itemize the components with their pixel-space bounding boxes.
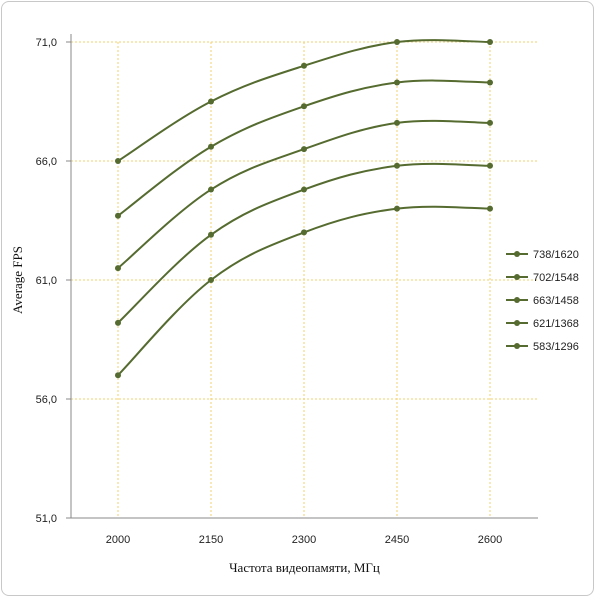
data-point bbox=[487, 39, 493, 45]
data-point bbox=[301, 103, 307, 110]
legend-marker bbox=[514, 251, 520, 257]
legend-label: 702/1548 bbox=[533, 272, 579, 284]
legend-label: 663/1458 bbox=[533, 295, 579, 307]
y-tick-label: 66,0 bbox=[36, 156, 57, 168]
legend-marker bbox=[514, 297, 520, 303]
y-tick-label: 56,0 bbox=[36, 394, 57, 406]
legend: 738/1620 702/1548 663/1458 621/1368 583/1296 bbox=[506, 249, 579, 353]
grid-lines bbox=[71, 41, 538, 518]
axes bbox=[66, 34, 538, 519]
data-point bbox=[115, 158, 121, 164]
y-tick-label: 51,0 bbox=[36, 513, 57, 525]
legend-label: 621/1368 bbox=[533, 318, 579, 330]
data-point bbox=[208, 186, 214, 193]
x-tick-label: 2600 bbox=[478, 534, 502, 546]
data-point bbox=[301, 186, 307, 193]
data-point bbox=[115, 265, 121, 272]
data-point bbox=[487, 162, 493, 169]
data-point bbox=[487, 205, 493, 212]
legend-marker bbox=[514, 274, 520, 280]
data-point bbox=[301, 62, 307, 69]
series-line bbox=[117, 205, 491, 376]
data-point bbox=[115, 212, 121, 219]
series-lines bbox=[115, 39, 493, 379]
data-point bbox=[487, 119, 493, 126]
data-point bbox=[115, 319, 121, 326]
data-point bbox=[208, 98, 214, 105]
x-tick-label: 2150 bbox=[199, 534, 223, 546]
data-point bbox=[394, 162, 400, 169]
tick-labels: 51,0 56,0 61,0 66,0 71,0 2000 2150 2300 2450 2600 bbox=[36, 37, 503, 546]
data-point bbox=[394, 205, 400, 212]
data-point bbox=[394, 79, 400, 86]
data-point bbox=[208, 277, 214, 283]
data-point bbox=[208, 143, 214, 150]
data-point bbox=[487, 79, 493, 86]
data-point bbox=[301, 229, 307, 236]
legend-label: 738/1620 bbox=[533, 249, 579, 261]
x-axis-title: Частота видеопамяти, МГц bbox=[229, 560, 380, 575]
series-line bbox=[117, 119, 491, 269]
legend-label: 583/1296 bbox=[533, 341, 579, 353]
y-axis-title: Average FPS bbox=[10, 246, 25, 314]
x-tick-label: 2300 bbox=[292, 534, 316, 546]
data-point bbox=[301, 146, 307, 153]
y-tick-label: 61,0 bbox=[36, 275, 57, 287]
x-tick-label: 2000 bbox=[106, 534, 130, 546]
data-point bbox=[394, 39, 400, 45]
legend-marker bbox=[514, 320, 520, 326]
data-point bbox=[394, 119, 400, 126]
x-tick-label: 2450 bbox=[385, 534, 409, 546]
y-tick-label: 71,0 bbox=[36, 37, 57, 49]
series-line bbox=[117, 162, 491, 324]
data-point bbox=[208, 231, 214, 238]
legend-marker bbox=[514, 343, 520, 349]
data-point bbox=[115, 372, 121, 379]
